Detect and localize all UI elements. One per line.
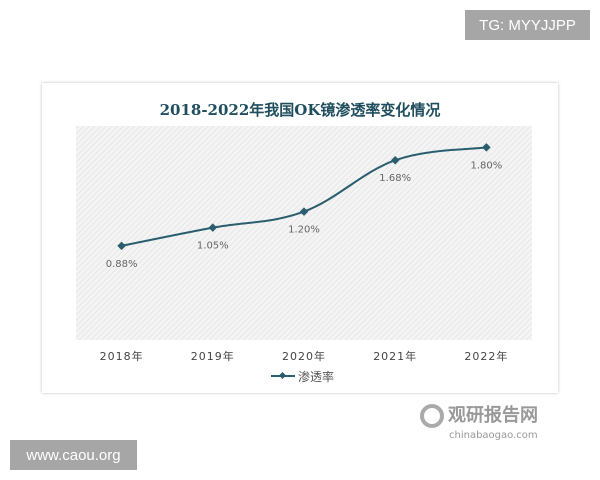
data-label: 1.80%	[471, 160, 503, 171]
x-tick-label: 2022年	[464, 349, 508, 363]
chinabaogao-logo: 观研报告网 chinabaogao.com	[420, 404, 538, 441]
x-tick-label: 2020年	[282, 349, 326, 363]
data-label: 1.68%	[379, 173, 411, 184]
data-point	[117, 241, 126, 251]
x-tick-label: 2021年	[373, 349, 417, 363]
chart-title: 2018-2022年我国OK镜渗透率变化情况	[160, 101, 441, 119]
plot-area	[76, 126, 532, 340]
x-tick-label: 2018年	[100, 349, 144, 363]
data-point	[482, 143, 491, 152]
logo-cn: 观研报告网	[448, 404, 538, 426]
legend: 渗透率	[271, 369, 334, 384]
data-point	[208, 223, 218, 232]
data-label: 1.05%	[197, 241, 229, 252]
watermark-tg: TG: MYYJJPP	[465, 10, 590, 40]
watermark-site: www.caou.org	[10, 440, 137, 470]
legend-marker	[278, 371, 287, 380]
legend-label: 渗透率	[298, 369, 334, 384]
x-tick-label: 2019年	[191, 349, 235, 363]
logo-en: chinabaogao.com	[449, 430, 538, 441]
data-label: 0.88%	[106, 259, 138, 270]
data-point	[390, 155, 400, 165]
data-point	[299, 207, 309, 216]
data-label: 1.20%	[288, 225, 320, 236]
